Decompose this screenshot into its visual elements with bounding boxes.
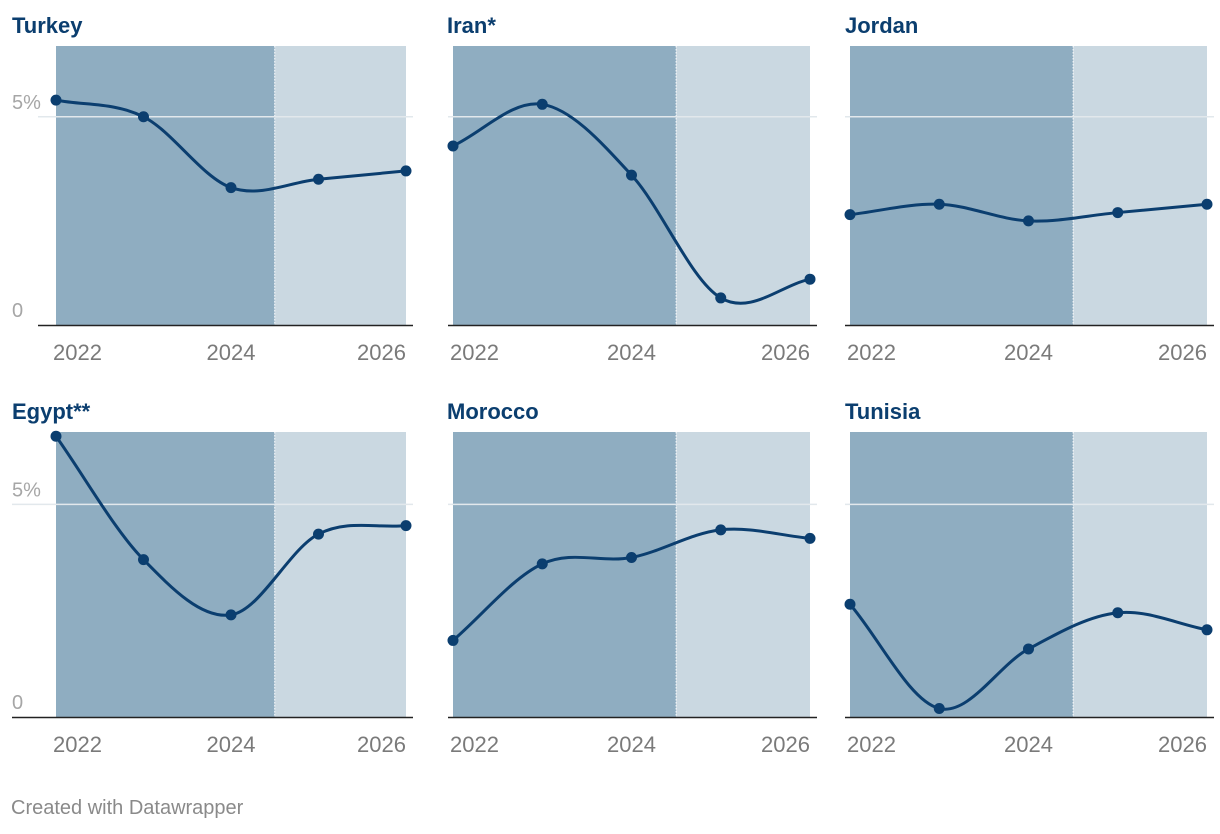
data-point [138, 554, 149, 566]
x-tick-label: 2026 [357, 732, 406, 757]
x-tick-label: 2022 [847, 732, 896, 757]
data-point [225, 182, 237, 194]
data-point [447, 140, 459, 152]
data-point [804, 532, 816, 544]
data-point [138, 111, 149, 123]
historical-region [56, 432, 275, 717]
footer-credit: Created with Datawrapper [11, 797, 244, 819]
x-tick-label: 2024 [607, 732, 656, 757]
x-tick-label: 2022 [53, 732, 102, 757]
data-point [536, 558, 548, 570]
data-point [50, 430, 62, 442]
x-tick-label: 2026 [357, 340, 406, 365]
data-point [400, 520, 412, 532]
panel-title: Egypt** [12, 399, 91, 424]
x-tick-label: 2024 [607, 340, 656, 365]
series-line [848, 603, 1208, 711]
x-tick-label: 2024 [1004, 732, 1053, 757]
panel-title: Jordan [845, 13, 918, 38]
data-point [715, 524, 727, 536]
data-point [313, 173, 324, 185]
data-point [804, 273, 816, 285]
data-point [400, 165, 412, 177]
panel-jordan: Jordan 2022 2024 2026 [844, 13, 1214, 365]
data-point [313, 528, 324, 540]
historical-region [453, 46, 677, 325]
panel-title: Morocco [447, 399, 539, 424]
data-point [715, 292, 727, 304]
data-point [1201, 198, 1213, 210]
data-point [225, 609, 237, 621]
data-point [844, 209, 856, 221]
y-tick-label: 5% [12, 479, 41, 501]
data-point [626, 551, 637, 563]
forecast-region [274, 46, 406, 325]
panel-tunisia: Tunisia 2022 2024 2026 [844, 399, 1214, 757]
x-tick-label: 2026 [761, 732, 810, 757]
y-tick-label: 0 [12, 300, 23, 322]
historical-region [850, 432, 1074, 717]
panel-iran: Iran* 2022 2024 2026 [447, 13, 817, 365]
data-point [1023, 215, 1034, 227]
x-tick-label: 2022 [450, 340, 499, 365]
historical-region [56, 46, 275, 325]
x-tick-label: 2026 [761, 340, 810, 365]
data-point [50, 94, 62, 106]
data-point [933, 198, 945, 210]
forecast-region [1073, 432, 1207, 717]
x-tick-label: 2024 [1004, 340, 1053, 365]
historical-region [453, 432, 677, 717]
panel-title: Iran* [447, 13, 496, 38]
panel-morocco: Morocco 2022 2024 2026 [447, 399, 817, 757]
panel-title: Turkey [12, 13, 83, 38]
data-point [1112, 607, 1124, 619]
historical-region [850, 46, 1074, 325]
data-point [1023, 643, 1034, 655]
panel-title: Tunisia [845, 399, 921, 424]
x-tick-label: 2022 [53, 340, 102, 365]
panel-egypt: Egypt** 5% 0 2022 2024 2026 [12, 399, 413, 757]
x-tick-label: 2026 [1158, 732, 1207, 757]
data-point [447, 634, 459, 646]
x-tick-label: 2024 [207, 732, 256, 757]
forecast-region [1073, 46, 1207, 325]
data-point [536, 98, 548, 110]
data-point [1201, 624, 1213, 636]
data-point [844, 598, 856, 610]
x-tick-label: 2022 [847, 340, 896, 365]
y-tick-label: 5% [12, 92, 41, 114]
data-point [933, 702, 945, 714]
panel-turkey: Turkey 5% 0 2022 2024 2026 [12, 13, 413, 365]
data-point [1112, 207, 1124, 219]
data-point [626, 169, 637, 181]
forecast-region [274, 432, 406, 717]
x-tick-label: 2022 [450, 732, 499, 757]
forecast-region [676, 46, 810, 325]
y-tick-label: 0 [12, 692, 23, 714]
x-tick-label: 2024 [207, 340, 256, 365]
x-tick-label: 2026 [1158, 340, 1207, 365]
forecast-region [676, 432, 810, 717]
